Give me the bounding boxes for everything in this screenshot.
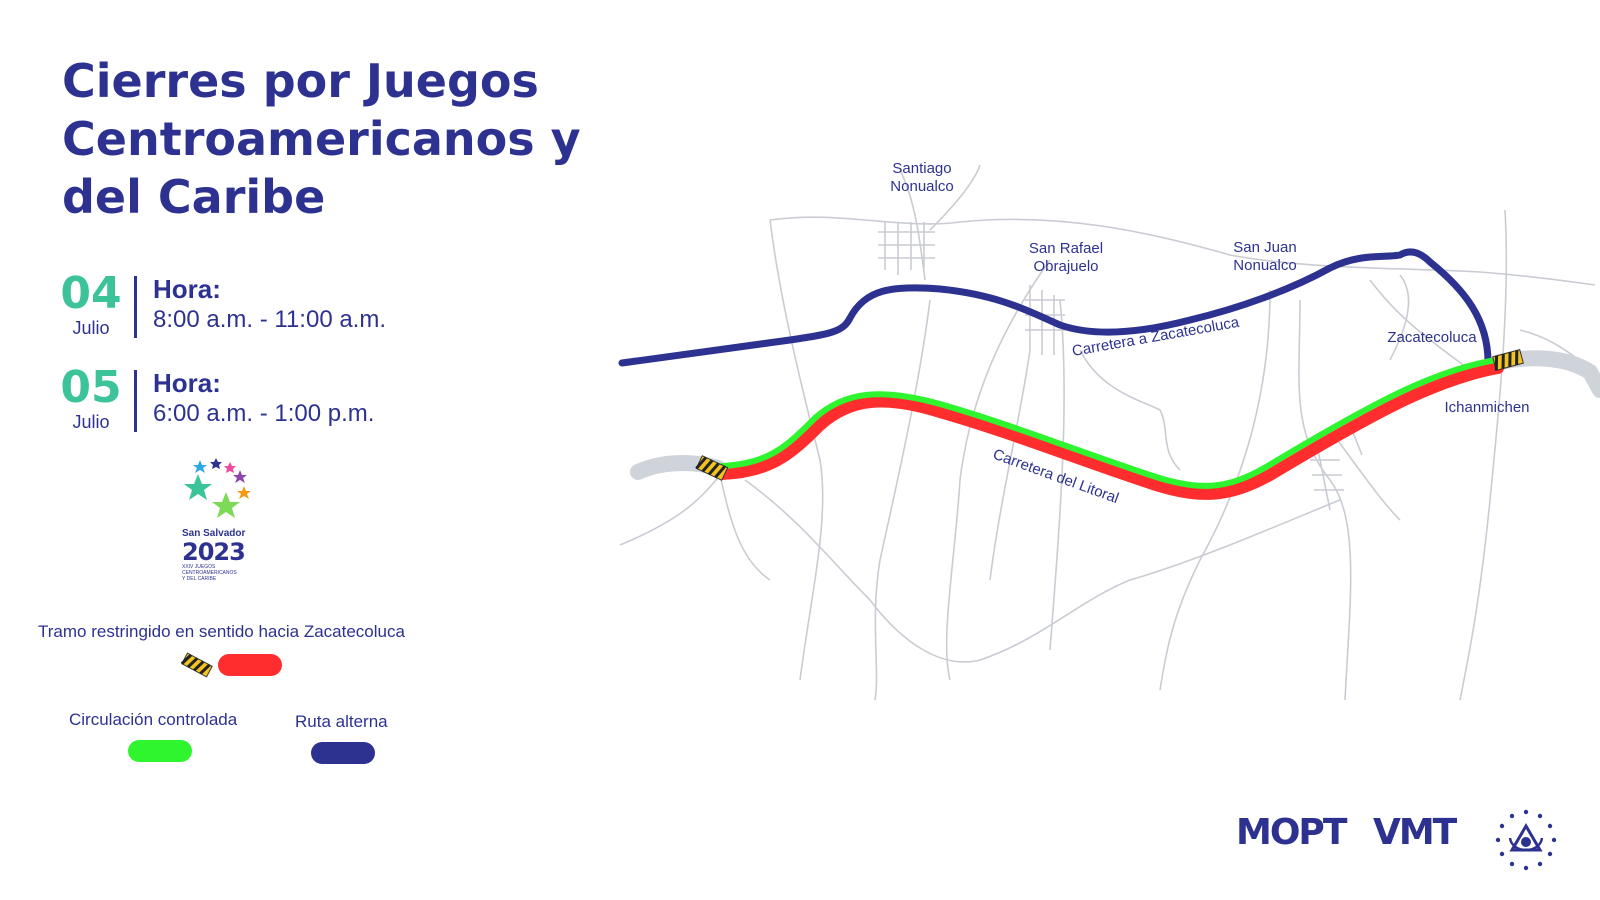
- place-santiago-2: Nonualco: [890, 178, 953, 195]
- hora-label: Hora:: [153, 368, 221, 398]
- place-zacatecoluca: Zacatecoluca: [1387, 329, 1477, 346]
- minor-roads: [619, 164, 1596, 701]
- date-month: Julio: [72, 318, 110, 338]
- date-day: 05: [60, 362, 122, 413]
- place-san-rafael-2: Obrajuelo: [1033, 258, 1098, 275]
- logo-subtitle-2: CENTROAMERICANOS: [182, 570, 237, 576]
- hora-time: 8:00 a.m. - 11:00 a.m.: [153, 306, 387, 333]
- schedule-day-1: 04 Julio Hora: 8:00 a.m. - 11:00 a.m.: [60, 268, 460, 340]
- route-restricted: [716, 362, 1504, 500]
- hora-time: 6:00 a.m. - 1:00 p.m.: [153, 400, 375, 427]
- place-san-juan-2: Nonualco: [1233, 257, 1296, 274]
- games-logo: San Salvador 2023 XXIV JUEGOS CENTROAMER…: [170, 456, 270, 582]
- barrier-west-icon: [695, 455, 729, 481]
- place-ichanmichen: Ichanmichen: [1444, 399, 1529, 416]
- legend-alternate-swatch: [311, 742, 375, 764]
- place-santiago-1: Santiago: [892, 160, 951, 177]
- route-alternate: [618, 248, 1492, 367]
- legend-restricted-swatch: [218, 654, 282, 676]
- legend-controlled-label: Circulación controlada: [69, 710, 238, 729]
- road-carretera-zacatecoluca: Carretera a Zacatecoluca: [1071, 314, 1241, 360]
- date-month: Julio: [72, 412, 110, 432]
- legend-alternate-label: Ruta alterna: [295, 712, 388, 731]
- vmt-logo: VMT: [1373, 812, 1457, 853]
- place-san-rafael-1: San Rafael: [1029, 240, 1103, 257]
- legend-restricted-label: Tramo restringido en sentido hacia Zacat…: [38, 622, 405, 641]
- hora-label: Hora:: [153, 274, 221, 304]
- logo-year: 2023: [182, 538, 246, 566]
- logo-city: San Salvador: [182, 528, 246, 539]
- mopt-logo: MOPT: [1236, 812, 1347, 853]
- barrier-east-icon: [1492, 349, 1524, 371]
- legend-controlled-swatch: [128, 740, 192, 762]
- date-day: 04: [60, 268, 122, 319]
- route-controlled: [719, 357, 1499, 489]
- schedule-day-2: 05 Julio Hora: 6:00 a.m. - 1:00 p.m.: [60, 362, 460, 434]
- barrier-icon: [180, 652, 213, 678]
- place-san-juan-1: San Juan: [1233, 239, 1296, 256]
- national-seal-icon: [1495, 809, 1557, 871]
- logo-subtitle-1: XXIV JUEGOS: [182, 564, 216, 570]
- logo-subtitle-3: Y DEL CARIBE: [182, 576, 217, 582]
- page-title: Cierres por Juegos Centroamericanos y de…: [62, 54, 581, 224]
- date-separator: [134, 276, 137, 338]
- stars-icon: [184, 458, 251, 518]
- date-separator: [134, 370, 137, 432]
